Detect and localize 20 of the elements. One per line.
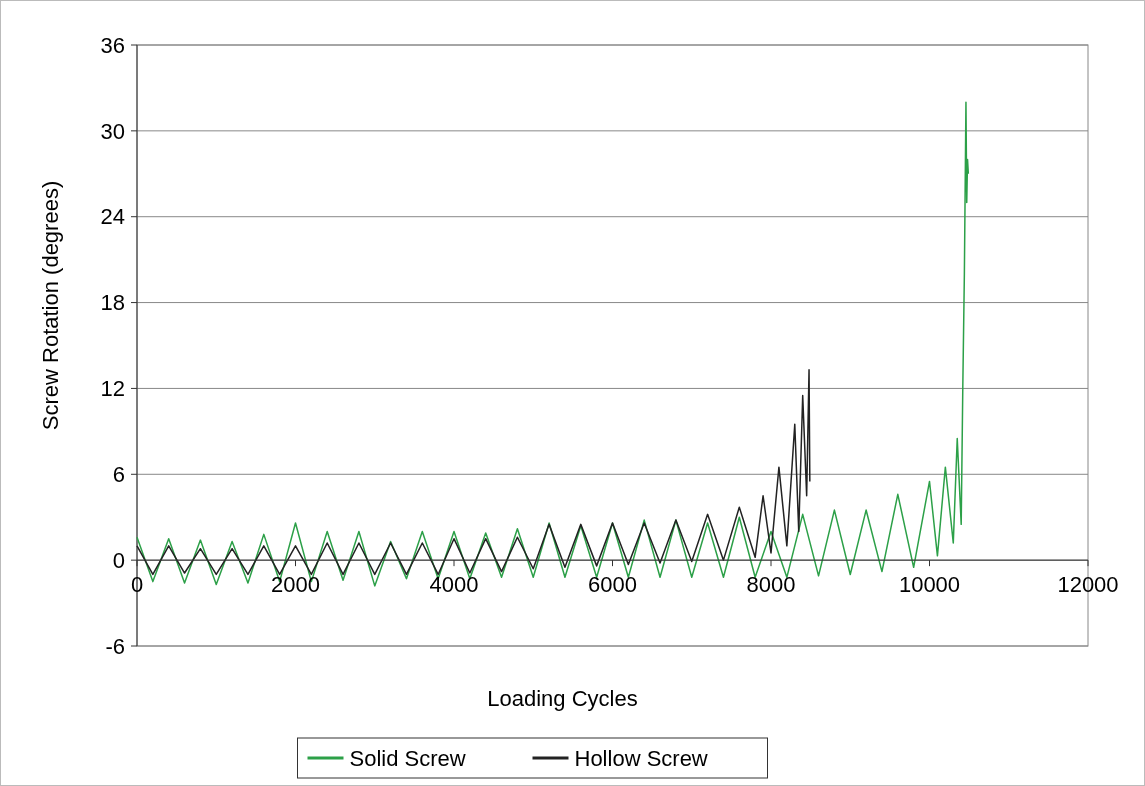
x-tick-label: 8000 (746, 572, 796, 598)
y-tick-label: 12 (100, 376, 125, 402)
x-tick-label: 2000 (271, 572, 320, 598)
x-tick-label: 4000 (429, 572, 479, 598)
x-tick-label: 0 (130, 572, 144, 598)
y-axis-title: Screw Rotation (degrees) (38, 180, 63, 431)
y-tick-label: -6 (105, 633, 125, 659)
y-tick-label: 36 (100, 32, 125, 58)
legend-label: Hollow Screw (574, 745, 708, 771)
y-tick-label: 18 (100, 290, 125, 316)
legend-label: Solid Screw (349, 745, 466, 771)
y-tick-label: 30 (100, 118, 125, 144)
x-tick-label: 6000 (588, 572, 637, 598)
y-tick-label: 0 (112, 547, 125, 573)
line-series (136, 369, 811, 576)
x-axis-title: Loading Cycles (487, 686, 638, 711)
y-tick-label: 24 (100, 204, 125, 230)
y-tick-label: 6 (112, 461, 125, 487)
x-tick-label: 10000 (898, 572, 961, 598)
x-tick-label: 12000 (1057, 572, 1119, 598)
